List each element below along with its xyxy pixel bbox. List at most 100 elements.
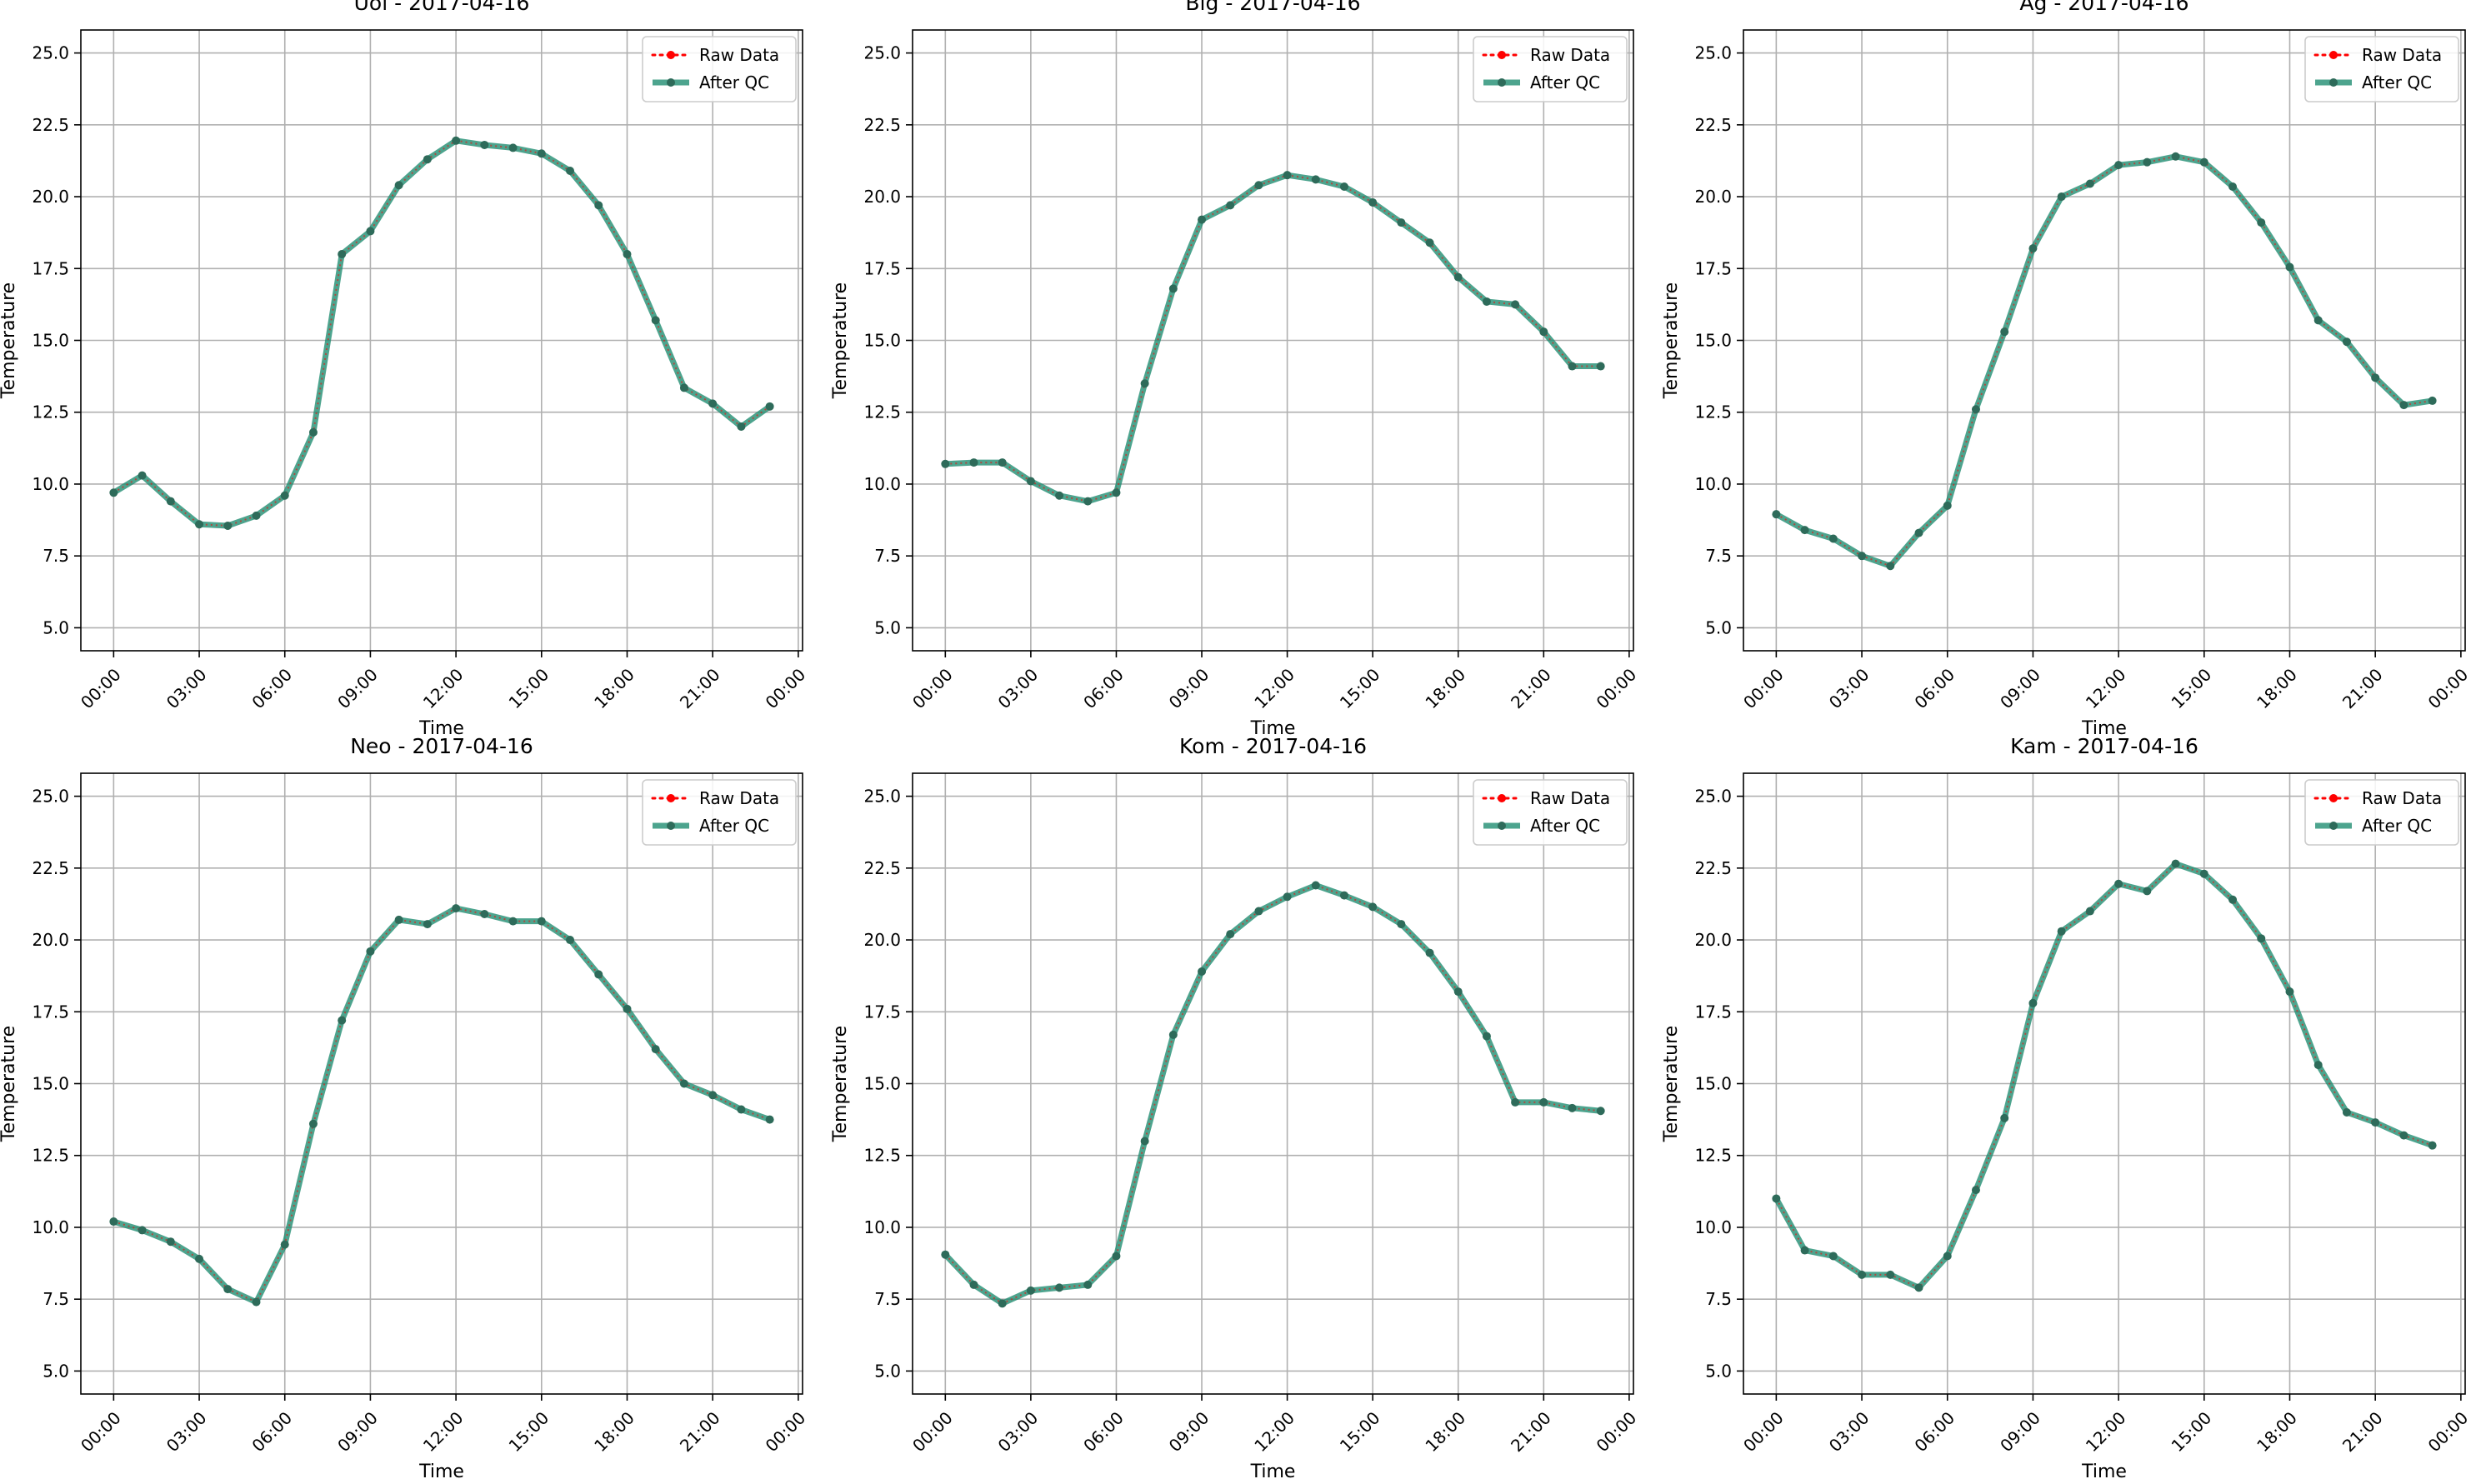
data-point-after-qc <box>338 1016 347 1025</box>
y-tick-label: 17.5 <box>863 258 901 278</box>
x-tick-label: 12:00 <box>1250 1407 1298 1456</box>
data-point-after-qc <box>1026 1286 1035 1295</box>
data-point-after-qc <box>2057 927 2066 936</box>
data-point-after-qc <box>623 250 632 259</box>
y-tick-label: 5.0 <box>874 617 901 637</box>
data-point-after-qc <box>1568 1103 1577 1112</box>
data-point-after-qc <box>651 1045 660 1054</box>
data-point-after-qc <box>480 910 489 919</box>
x-tick-label: 09:00 <box>333 664 382 712</box>
y-tick-label: 15.0 <box>863 331 901 351</box>
data-point-after-qc <box>2342 1107 2351 1117</box>
chart-title: Uoi - 2017-04-16 <box>354 0 530 15</box>
legend-qc-marker <box>2329 822 2338 830</box>
data-point-after-qc <box>2342 337 2351 347</box>
y-tick-label: 7.5 <box>874 546 901 566</box>
x-tick-label: 18:00 <box>590 664 638 712</box>
data-point-after-qc <box>1772 1194 1781 1203</box>
legend-raw-marker <box>2329 794 2338 802</box>
data-point-after-qc <box>679 1079 688 1088</box>
data-point-after-qc <box>2114 879 2123 888</box>
x-tick-label: 21:00 <box>1507 1407 1555 1456</box>
subplot-5: Kom - 2017-04-16 5.0 7.5 10.0 12.5 15.0 17.5 20… <box>830 734 1640 1482</box>
data-point-after-qc <box>737 422 746 431</box>
y-tick-label: 17.5 <box>863 1002 901 1022</box>
x-tick-label: 21:00 <box>2338 664 2387 712</box>
series-after-qc-line <box>110 905 773 1306</box>
legend-label-qc: After QC <box>2362 72 2432 92</box>
x-tick-label: 00:00 <box>762 1407 810 1456</box>
x-tick-label: 06:00 <box>1910 1407 1958 1456</box>
x-tick-label: 00:00 <box>908 664 957 712</box>
x-tick-label: 00:00 <box>2424 664 2473 712</box>
data-point-after-qc <box>1254 181 1263 190</box>
subplot-3: Ag - 2017-04-16 5.0 7.5 10.0 12.5 15.0 17.5 20.… <box>1661 0 2472 739</box>
legend-label-qc: After QC <box>1530 816 1600 836</box>
y-tick-label: 22.5 <box>32 115 69 135</box>
data-point-after-qc <box>480 140 489 149</box>
data-point-after-qc <box>651 316 660 325</box>
x-axis-label: Time <box>2081 718 2127 739</box>
y-tick-label: 7.5 <box>1705 546 1732 566</box>
data-point-after-qc <box>280 1240 289 1249</box>
y-tick-label: 7.5 <box>43 1289 69 1309</box>
y-tick-label: 5.0 <box>43 617 69 637</box>
data-point-after-qc <box>1800 1246 1809 1255</box>
y-tick-label: 20.0 <box>32 930 69 950</box>
legend-qc-marker <box>667 822 675 830</box>
data-point-after-qc <box>138 471 147 480</box>
data-point-after-qc <box>1858 552 1867 561</box>
data-point-after-qc <box>1168 284 1178 293</box>
legend-label-qc: After QC <box>1530 72 1600 92</box>
data-point-after-qc <box>1425 948 1434 957</box>
data-point-after-qc <box>195 1254 204 1263</box>
axes-frame <box>80 29 803 652</box>
data-point-after-qc <box>1083 1280 1093 1289</box>
y-tick-label: 15.0 <box>32 331 69 351</box>
x-tick-label: 15:00 <box>2168 1407 2216 1456</box>
subplot-6: Kam - 2017-04-16 5.0 7.5 10.0 12.5 15.0 17.5 20… <box>1661 734 2472 1482</box>
y-tick-label: 20.0 <box>1694 930 1732 950</box>
series-raw-line <box>113 907 770 1303</box>
y-tick-label: 12.5 <box>863 402 901 422</box>
x-tick-label: 12:00 <box>419 1407 468 1456</box>
data-point-after-qc <box>1254 907 1263 916</box>
data-point-after-qc <box>765 1115 774 1124</box>
data-point-after-qc <box>1828 534 1838 543</box>
data-point-after-qc <box>2000 1113 2009 1122</box>
data-point-after-qc <box>969 1280 978 1289</box>
data-point-after-qc <box>394 181 403 190</box>
data-point-after-qc <box>1596 1107 1605 1116</box>
series-raw-line <box>1775 155 2433 567</box>
legend-label-raw: Raw Data <box>699 788 779 808</box>
data-point-after-qc <box>366 227 375 236</box>
x-tick-label: 06:00 <box>248 1407 296 1456</box>
data-point-after-qc <box>280 491 289 500</box>
y-tick-label: 7.5 <box>874 1289 901 1309</box>
data-point-after-qc <box>508 917 518 926</box>
y-tick-label: 15.0 <box>1694 1074 1732 1094</box>
legend-qc-marker <box>667 78 675 87</box>
data-point-after-qc <box>223 521 233 530</box>
y-tick-label: 12.5 <box>32 402 69 422</box>
chart-title: Big - 2017-04-16 <box>1185 0 1360 15</box>
chart-title: Kom - 2017-04-16 <box>1179 734 1367 758</box>
y-tick-label: 15.0 <box>863 1074 901 1094</box>
y-tick-label: 25.0 <box>863 43 901 63</box>
y-tick-label: 17.5 <box>32 1002 69 1022</box>
data-point-after-qc <box>1283 171 1292 180</box>
legend-label-raw: Raw Data <box>1530 788 1610 808</box>
y-tick-label: 10.0 <box>1694 1217 1732 1237</box>
data-point-after-qc <box>1539 1097 1548 1107</box>
data-point-after-qc <box>2428 396 2437 405</box>
data-point-after-qc <box>2171 859 2180 868</box>
data-point-after-qc <box>2399 401 2408 410</box>
subplot-4: Neo - 2017-04-16 5.0 7.5 10.0 12.5 15.0 17.5 20… <box>0 734 809 1482</box>
y-tick-label: 17.5 <box>32 258 69 278</box>
y-axis-label: Temperature <box>0 282 19 399</box>
legend-raw-marker <box>667 51 675 59</box>
data-point-after-qc <box>969 458 978 467</box>
y-tick-label: 25.0 <box>863 787 901 807</box>
data-point-after-qc <box>1368 902 1378 912</box>
y-tick-label: 25.0 <box>1694 787 1732 807</box>
